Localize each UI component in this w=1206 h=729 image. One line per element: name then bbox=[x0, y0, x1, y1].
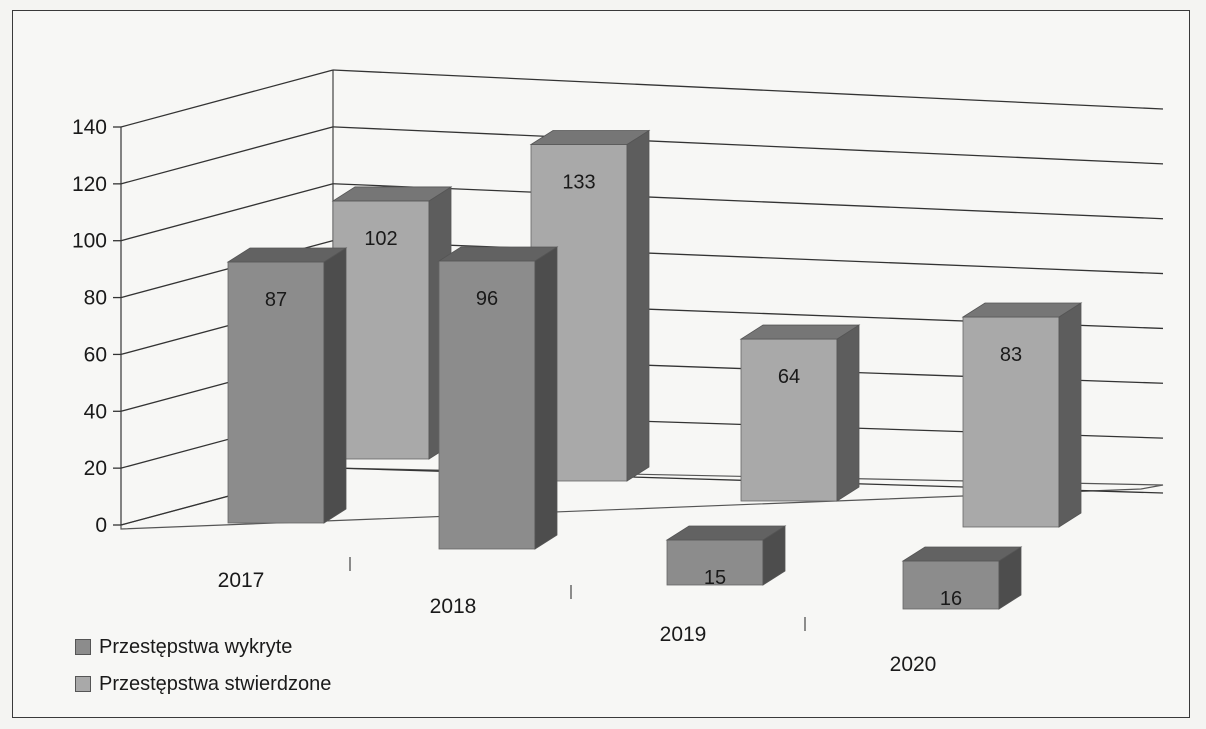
bar-stwierdzone-2020-front bbox=[962, 316, 1060, 528]
bar-wykryte-2017: 87 bbox=[226, 247, 348, 524]
gridline-back-80 bbox=[332, 239, 1164, 275]
bars: 102 133 64 83 87 96 15 16 bbox=[226, 129, 1083, 610]
legend-label-wykryte: Przestępstwa wykryte bbox=[99, 635, 293, 658]
bar-wykryte-2018-top bbox=[437, 246, 559, 262]
bar-wykryte-2017-side bbox=[323, 247, 347, 524]
bar-wykryte-2018: 96 bbox=[437, 246, 559, 550]
category-label: 2020 bbox=[890, 653, 937, 676]
bar-wykryte-2019: 15 bbox=[665, 525, 787, 589]
legend-swatch-stwierdzone bbox=[75, 676, 91, 692]
y-tick-label: 100 bbox=[72, 230, 107, 253]
bar-wykryte-2019-top bbox=[665, 525, 787, 541]
legend-item-stwierdzone: Przestępstwa stwierdzone bbox=[75, 670, 331, 698]
bar-stwierdzone-2019-front bbox=[740, 338, 838, 502]
gridline-back-140 bbox=[332, 69, 1164, 110]
category-label: 2018 bbox=[430, 595, 477, 618]
bar-stwierdzone-2019-top bbox=[739, 324, 861, 340]
y-axis: 0 20 40 60 80 100 120 140 bbox=[72, 116, 121, 537]
bar-stwierdzone-2020-side bbox=[1058, 302, 1082, 528]
bar-stwierdzone-2017-data-label: 102 bbox=[364, 228, 397, 250]
legend-swatch-wykryte bbox=[75, 639, 91, 655]
bar-wykryte-2020-data-label: 16 bbox=[940, 588, 962, 610]
gridline-left-120 bbox=[120, 126, 334, 185]
chart-svg: 0 20 40 60 80 100 120 140 102 133 64 83 87 96 15 16 20… bbox=[72, 69, 1164, 676]
bar-wykryte-2017-front bbox=[227, 261, 325, 524]
gridline-back-120 bbox=[332, 126, 1164, 165]
legend: Przestępstwa wykryte Przestępstwa stwier… bbox=[75, 633, 331, 707]
bar-stwierdzone-2020: 83 bbox=[961, 302, 1083, 528]
bar-wykryte-2019-data-label: 15 bbox=[704, 567, 726, 589]
bar-stwierdzone-2019-side bbox=[836, 324, 860, 502]
bar-wykryte-2017-data-label: 87 bbox=[265, 289, 287, 311]
category-labels: 2017 2018 2019 2020 bbox=[218, 557, 937, 676]
y-tick-label: 140 bbox=[72, 116, 107, 139]
category-label: 2017 bbox=[218, 569, 265, 592]
legend-item-wykryte: Przestępstwa wykryte bbox=[75, 633, 331, 661]
bar-wykryte-2018-data-label: 96 bbox=[476, 288, 498, 310]
y-tick-label: 80 bbox=[84, 287, 107, 310]
bar-stwierdzone-2020-data-label: 83 bbox=[1000, 344, 1022, 366]
bar-stwierdzone-2017: 102 bbox=[331, 186, 453, 460]
y-tick-label: 60 bbox=[84, 343, 107, 366]
chart-frame: 0 20 40 60 80 100 120 140 102 133 64 83 87 96 15 16 20… bbox=[12, 10, 1190, 718]
bar-stwierdzone-2019-data-label: 64 bbox=[778, 366, 800, 388]
bar-wykryte-2017-top bbox=[226, 247, 348, 263]
bar-wykryte-2019-front bbox=[666, 539, 764, 586]
gridline-back-100 bbox=[332, 183, 1164, 220]
category-label: 2019 bbox=[660, 623, 707, 646]
y-tick-label: 20 bbox=[84, 457, 107, 480]
y-tick-label: 0 bbox=[95, 514, 107, 537]
bar-stwierdzone-2018-data-label: 133 bbox=[562, 172, 595, 194]
bar-stwierdzone-2019: 64 bbox=[739, 324, 861, 502]
bar-stwierdzone-2017-top bbox=[331, 186, 453, 202]
legend-label-stwierdzone: Przestępstwa stwierdzone bbox=[99, 672, 332, 695]
bar-stwierdzone-2018-top bbox=[529, 130, 651, 145]
bar-wykryte-2020-top bbox=[901, 546, 1023, 562]
y-tick-label: 120 bbox=[72, 173, 107, 196]
y-tick-label: 40 bbox=[84, 400, 107, 423]
bar-wykryte-2020-front bbox=[902, 560, 1000, 610]
bar-wykryte-2020: 16 bbox=[901, 546, 1023, 610]
bar-stwierdzone-2018-side bbox=[626, 129, 650, 482]
bar-wykryte-2018-side bbox=[534, 246, 558, 550]
gridline-left-100 bbox=[120, 183, 334, 242]
gridline-left-140 bbox=[120, 69, 334, 128]
bar-stwierdzone-2020-top bbox=[961, 302, 1083, 318]
